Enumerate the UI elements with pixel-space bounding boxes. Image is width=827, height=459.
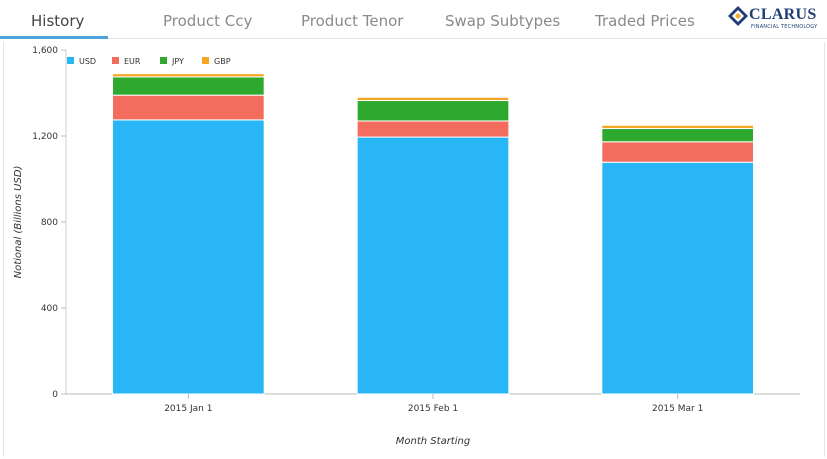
y-tick-label: 800	[41, 218, 58, 228]
logo-name: CLARUS	[749, 6, 817, 23]
legend-label-jpy: JPY	[171, 57, 184, 66]
active-tab-indicator	[0, 36, 108, 39]
bar-usd-1	[356, 136, 510, 395]
x-tick-label: 2015 Mar 1	[652, 404, 703, 414]
legend-swatch-usd	[67, 57, 74, 64]
chart-panel: 0 400 800 1,200 1,600 2015 Jan 1 2015 Feb 1 201…	[3, 42, 825, 457]
bar-jpy-1	[356, 100, 510, 122]
clarus-logo: CLARUS FINANCIAL TECHNOLOGY	[728, 5, 820, 35]
tab-product-ccy[interactable]: Product Ccy	[163, 12, 253, 30]
x-axis-title: Month Starting	[396, 436, 470, 447]
tab-divider	[0, 38, 827, 39]
bar-usd-0	[111, 119, 265, 395]
legend-label-eur: EUR	[124, 57, 141, 66]
legend-swatch-gbp	[202, 57, 209, 64]
y-tick-label: 1,600	[32, 46, 58, 56]
bar-eur-2	[601, 141, 755, 163]
bar-gbp-1	[356, 96, 510, 102]
logo-tagline: FINANCIAL TECHNOLOGY	[751, 24, 818, 30]
legend-swatch-eur	[112, 57, 119, 64]
tab-traded-prices[interactable]: Traded Prices	[595, 12, 695, 30]
legend-label-usd: USD	[79, 57, 96, 66]
bar-gbp-0	[111, 73, 265, 78]
y-axis-title: Notional (Billions USD)	[13, 166, 24, 279]
x-tick-label: 2015 Feb 1	[408, 404, 458, 414]
bar-jpy-0	[111, 76, 265, 96]
legend-swatch-jpy	[160, 57, 167, 64]
y-tick-label: 400	[41, 304, 58, 314]
bar-eur-0	[111, 94, 265, 121]
bar-eur-1	[356, 120, 510, 138]
x-tick-label: 2015 Jan 1	[164, 404, 212, 414]
tab-product-tenor[interactable]: Product Tenor	[301, 12, 404, 30]
bar-usd-2	[601, 161, 755, 395]
y-tick-label: 1,200	[32, 132, 58, 142]
stacked-bar-chart: 0 400 800 1,200 1,600 2015 Jan 1 2015 Feb 1 201…	[13, 46, 800, 447]
bar-gbp-2	[601, 124, 755, 129]
y-tick-label: 0	[52, 390, 58, 400]
bar-jpy-2	[601, 127, 755, 143]
legend-label-gbp: GBP	[214, 57, 231, 66]
tab-history[interactable]: History	[31, 12, 85, 30]
tab-bar: History Product Ccy Product Tenor Swap S…	[0, 0, 827, 40]
clarus-diamond-icon	[728, 6, 748, 26]
tab-swap-subtypes[interactable]: Swap Subtypes	[445, 12, 561, 30]
